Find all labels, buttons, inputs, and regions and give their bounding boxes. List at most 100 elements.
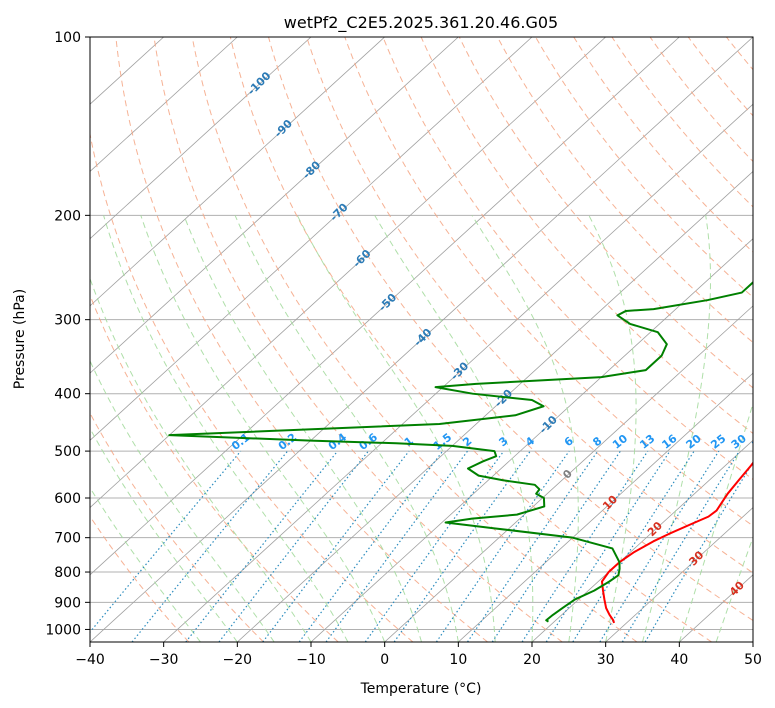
x-tick-label: 30	[597, 652, 615, 668]
y-tick-label: 200	[54, 208, 81, 224]
moist-adiabat	[90, 486, 201, 642]
moist-adiabat	[678, 401, 753, 642]
x-tick-label: −30	[149, 652, 179, 668]
moist-adiabat	[90, 359, 275, 642]
mixing-ratio-line	[467, 450, 599, 642]
dewpoint-profile	[168, 281, 753, 623]
dry-adiabat	[90, 515, 190, 642]
background-lines	[90, 37, 775, 642]
x-tick-label: 20	[523, 652, 541, 668]
dry-adiabat	[687, 37, 753, 117]
mixing-ratio-line	[131, 450, 289, 642]
mixing-ratio-label: 20	[684, 432, 704, 452]
isotherm-line	[90, 37, 533, 441]
y-tick-label: 500	[54, 444, 81, 460]
dry-adiabat	[153, 37, 563, 642]
dry-adiabat	[90, 131, 414, 642]
isotherm-line	[605, 507, 753, 642]
plot-frame	[89, 36, 754, 643]
moist-adiabat	[296, 215, 496, 642]
isotherm-line	[163, 103, 753, 642]
x-tick-label: 0	[380, 652, 389, 668]
mixing-ratio-line	[572, 450, 695, 642]
temperature-profile	[600, 461, 753, 624]
dry-adiabat	[268, 37, 753, 622]
chart-title: wetPf2_C2E5.2025.361.20.46.G05	[284, 13, 558, 33]
isotherm-line	[90, 37, 606, 509]
x-axis-title: Temperature (°C)	[360, 681, 482, 697]
dry-adiabat	[344, 37, 753, 527]
y-tick-label: 300	[54, 313, 81, 329]
mixing-ratio-line	[262, 450, 410, 642]
mixing-ratio-line	[364, 450, 505, 642]
isotherm-line	[384, 305, 753, 642]
moist-adiabat	[642, 215, 712, 642]
profiles	[168, 281, 753, 624]
isotherm-line	[90, 37, 385, 307]
mixing-ratio-label: 10	[610, 432, 630, 452]
moist-adiabat	[588, 215, 637, 642]
dry-adiabat	[649, 37, 753, 163]
isotherm-line	[752, 641, 753, 642]
dry-adiabat	[765, 37, 775, 642]
dry-adiabat	[90, 412, 264, 642]
mixing-ratio-line	[298, 450, 444, 642]
mixing-ratio-line	[644, 461, 753, 642]
mixing-ratio-label: 0.1	[229, 431, 252, 453]
mixing-ratio-label: 30	[729, 432, 749, 452]
mixing-ratio-line	[393, 450, 531, 642]
mixing-ratio-line	[621, 450, 740, 642]
y-tick-label: 600	[54, 491, 81, 507]
y-tick-label: 1000	[45, 622, 81, 638]
y-axis-title: Pressure (hPa)	[12, 289, 28, 389]
moist-adiabat	[90, 427, 238, 642]
dry-adiabat	[115, 37, 488, 642]
isotherm-line	[237, 170, 753, 642]
mixing-ratio-label: 1.5	[431, 431, 454, 453]
y-tick-label: 900	[54, 595, 81, 611]
isotherm-line	[90, 37, 238, 172]
mixing-ratio-label: 1	[402, 434, 416, 449]
x-tick-label: −20	[223, 652, 253, 668]
moist-adiabat	[471, 215, 579, 642]
y-tick-label: 700	[54, 531, 81, 547]
dry-adiabat	[191, 37, 638, 642]
mixing-ratio-label: 16	[659, 432, 679, 452]
x-tick-label: −40	[75, 652, 105, 668]
dry-adiabat	[535, 37, 753, 298]
isotherm-line	[310, 238, 753, 642]
isotherm-line	[90, 37, 459, 374]
x-tick-label: 50	[744, 652, 762, 668]
dry-adiabat	[382, 37, 753, 481]
dry-adiabat	[420, 37, 753, 435]
mixing-ratio-line	[599, 450, 720, 642]
dry-adiabat	[458, 37, 753, 389]
moist-adiabat	[234, 215, 459, 642]
moist-adiabat	[140, 215, 386, 642]
x-tick-label: 10	[449, 652, 467, 668]
mixing-ratio-line	[218, 450, 369, 642]
dry-adiabat	[229, 37, 712, 642]
dry-adiabat	[725, 37, 753, 71]
mixing-ratio-label: 13	[637, 432, 657, 452]
mixing-ratio-line	[185, 450, 339, 642]
dry-adiabat	[306, 37, 753, 574]
y-tick-label: 400	[54, 387, 81, 403]
moist-adiabat	[374, 215, 534, 642]
y-tick-label: 100	[54, 30, 81, 46]
isotherm-line	[458, 372, 753, 642]
mixing-ratio-label: 8	[590, 434, 604, 449]
mixing-ratio-label: 25	[708, 432, 728, 452]
y-tick-label: 800	[54, 565, 81, 581]
isotherm-line	[90, 37, 312, 240]
moist-adiabat	[103, 215, 349, 642]
isotherm-line	[90, 37, 680, 576]
x-tick-label: 40	[670, 652, 688, 668]
moist-adiabat	[90, 277, 312, 642]
isotherm-label: -100	[245, 69, 274, 98]
mixing-ratio-label: 3	[496, 434, 510, 449]
dry-adiabat	[496, 37, 753, 344]
x-tick-label: −10	[296, 652, 326, 668]
axes: −40 −30 −20 −10 0 10 20 30 40 50 100 200 300 400 500 60…	[45, 30, 762, 668]
